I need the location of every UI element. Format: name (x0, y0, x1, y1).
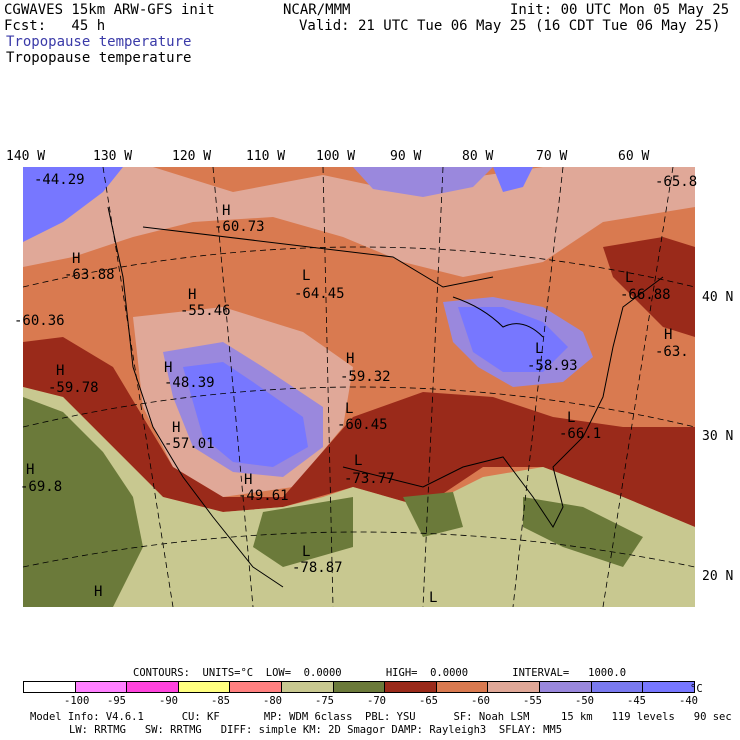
lon-label: 90 W (390, 149, 422, 164)
map-value-label: -66.1 (559, 426, 602, 442)
map-value-label: -60.73 (214, 219, 265, 235)
map-value-label: -65.8 (655, 174, 698, 190)
model-info-line2: LW: RRTMG SW: RRTMG DIFF: simple KM: 2D … (69, 724, 563, 736)
lon-label: 60 W (618, 149, 650, 164)
map-value-label: -73.77 (344, 471, 395, 487)
map-value-label: -59.32 (340, 369, 391, 385)
low-marker: L (345, 401, 354, 417)
map-value-label: -59.78 (48, 380, 99, 396)
high-marker: H (56, 363, 65, 379)
colorbar-unit: °C (690, 683, 703, 695)
model-title: CGWAVES 15km ARW-GFS init (4, 2, 215, 18)
low-marker: L (625, 270, 634, 286)
colorbar-tick: -95 (107, 695, 126, 707)
colorbar-swatch (643, 682, 694, 692)
model-info-line1: Model Info: V4.6.1 CU: KF MP: WDM 6class… (30, 711, 732, 723)
lon-label: 100 W (316, 149, 356, 164)
field-title-contour: Tropopause temperature (6, 50, 192, 66)
colorbar-tick: -55 (523, 695, 542, 707)
high-marker: H (222, 203, 231, 219)
colorbar-swatch (385, 682, 437, 692)
lon-label: 110 W (246, 149, 286, 164)
low-marker: L (535, 341, 544, 357)
map-value-label: -55.46 (180, 303, 231, 319)
colorbar (23, 681, 695, 693)
colorbar-tick: -50 (575, 695, 594, 707)
colorbar-swatch (591, 682, 644, 692)
colorbar-swatch (333, 682, 386, 692)
colorbar-tick: -60 (471, 695, 490, 707)
lon-label: 140 W (6, 149, 46, 164)
low-marker: L (429, 590, 438, 606)
map-value-label: -49.61 (238, 488, 289, 504)
colorbar-swatch (127, 682, 179, 692)
colorbar-tick: -90 (159, 695, 178, 707)
contours-info: CONTOURS: UNITS=°C LOW= 0.0000 HIGH= 0.0… (133, 667, 627, 679)
high-marker: H (26, 462, 35, 478)
map-value-label: -63.88 (64, 267, 115, 283)
colorbar-swatch (178, 682, 231, 692)
map-value-label: -58.93 (527, 358, 578, 374)
low-marker: L (302, 544, 311, 560)
colorbar-swatch (75, 682, 128, 692)
high-marker: H (188, 287, 197, 303)
map-value-label: -63. (655, 344, 689, 360)
forecast-hour: Fcst: 45 h (4, 18, 106, 34)
map-value-label: -66.88 (620, 287, 671, 303)
lon-label: 120 W (172, 149, 212, 164)
colorbar-tick: -45 (627, 695, 646, 707)
lon-label: 130 W (93, 149, 133, 164)
map-value-label: -60.45 (337, 417, 388, 433)
tropopause-temperature-map (23, 167, 695, 607)
colorbar-tick: -100 (64, 695, 90, 707)
colorbar-swatch (540, 682, 592, 692)
colorbar-swatch (230, 682, 283, 692)
colorbar-swatch (24, 682, 76, 692)
lat-label: 20 N (702, 569, 734, 584)
init-time: Init: 00 UTC Mon 05 May 25 (510, 2, 730, 18)
colorbar-tick: -65 (419, 695, 438, 707)
colorbar-tick: -70 (367, 695, 386, 707)
map-value-label: -44.29 (34, 172, 85, 188)
lat-label: 40 N (702, 290, 734, 305)
colorbar-swatch (282, 682, 334, 692)
valid-time: Valid: 21 UTC Tue 06 May 25 (16 CDT Tue … (299, 18, 721, 34)
colorbar-tick: -75 (315, 695, 334, 707)
map-value-label: -64.45 (294, 286, 345, 302)
high-marker: H (164, 360, 173, 376)
institution: NCAR/MMM (283, 2, 351, 18)
map-value-label: -69.8 (20, 479, 63, 495)
low-marker: L (354, 453, 363, 469)
map-value-label: -48.39 (164, 375, 215, 391)
colorbar-tick: -40 (679, 695, 698, 707)
high-marker: H (94, 584, 103, 600)
high-marker: H (72, 251, 81, 267)
high-marker: H (664, 327, 673, 343)
map-value-label: -57.01 (164, 436, 215, 452)
high-marker: H (172, 420, 181, 436)
colorbar-tick: -80 (263, 695, 282, 707)
colorbar-swatch (436, 682, 489, 692)
lon-label: 80 W (462, 149, 494, 164)
low-marker: L (302, 268, 311, 284)
low-marker: L (567, 410, 576, 426)
colorbar-tick: -85 (211, 695, 230, 707)
lat-label: 30 N (702, 429, 734, 444)
high-marker: H (244, 472, 253, 488)
high-marker: H (346, 351, 355, 367)
field-title-shaded: Tropopause temperature (6, 34, 192, 50)
colorbar-swatch (488, 682, 541, 692)
map-value-label: -60.36 (14, 313, 65, 329)
lon-label: 70 W (536, 149, 568, 164)
map-value-label: -78.87 (292, 560, 343, 576)
